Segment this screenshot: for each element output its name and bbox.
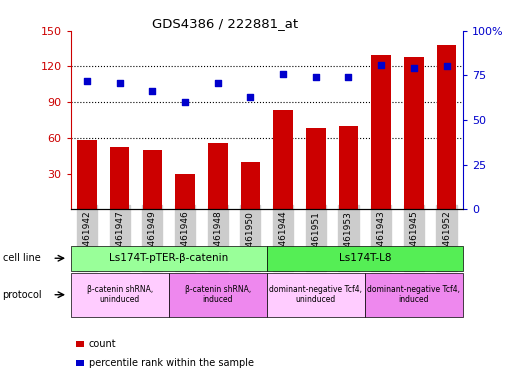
Bar: [339, 126, 358, 209]
Point: [181, 99, 189, 105]
Bar: [175, 174, 195, 209]
Bar: [437, 45, 456, 209]
Text: dominant-negative Tcf4,
uninduced: dominant-negative Tcf4, uninduced: [269, 285, 362, 305]
Bar: [110, 147, 129, 209]
Text: β-catenin shRNA,
induced: β-catenin shRNA, induced: [185, 285, 251, 305]
Text: Ls174T-pTER-β-catenin: Ls174T-pTER-β-catenin: [109, 253, 229, 263]
Text: GDS4386 / 222881_at: GDS4386 / 222881_at: [152, 17, 298, 30]
Bar: [142, 150, 162, 209]
Point: [377, 61, 385, 68]
Point: [116, 79, 124, 86]
Bar: [77, 140, 97, 209]
Bar: [208, 142, 228, 209]
Bar: [404, 57, 424, 209]
Point: [344, 74, 353, 80]
Text: β-catenin shRNA,
uninduced: β-catenin shRNA, uninduced: [86, 285, 153, 305]
Text: Ls174T-L8: Ls174T-L8: [338, 253, 391, 263]
Bar: [76, 341, 84, 347]
Point: [312, 74, 320, 80]
Text: count: count: [89, 339, 117, 349]
Bar: [76, 360, 84, 366]
Text: protocol: protocol: [3, 290, 42, 300]
Bar: [371, 55, 391, 209]
Bar: [241, 162, 260, 209]
Point: [246, 94, 255, 100]
Point: [442, 63, 451, 70]
Point: [148, 88, 156, 94]
Point: [213, 79, 222, 86]
Point: [410, 65, 418, 71]
Bar: [273, 111, 293, 209]
Point: [279, 71, 287, 77]
Point: [83, 78, 91, 84]
Bar: [306, 128, 325, 209]
Text: percentile rank within the sample: percentile rank within the sample: [89, 358, 254, 368]
Text: cell line: cell line: [3, 253, 40, 263]
Text: dominant-negative Tcf4,
induced: dominant-negative Tcf4, induced: [367, 285, 460, 305]
